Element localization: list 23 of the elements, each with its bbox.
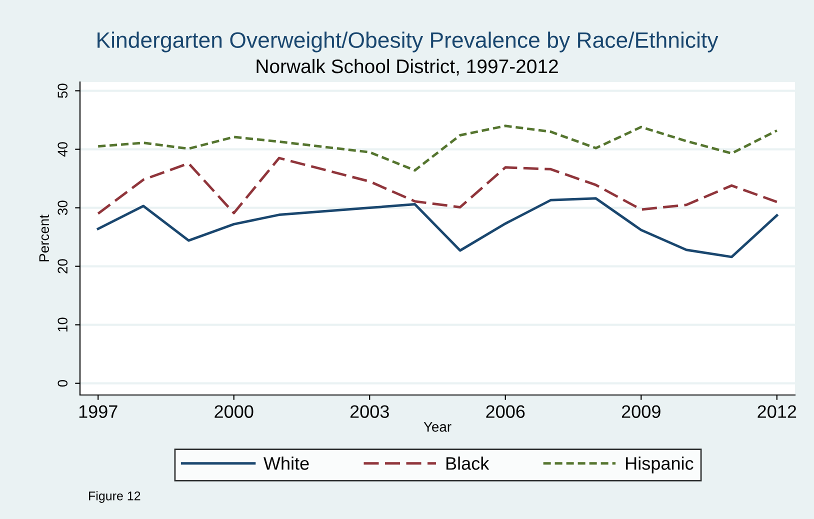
- legend-label: Hispanic: [626, 456, 694, 474]
- x-tick-label: 2006: [486, 405, 525, 418]
- x-axis-title: Year: [424, 422, 452, 432]
- x-tick-label: 2000: [214, 405, 254, 418]
- y-tick-label: 30: [58, 200, 68, 215]
- y-tick-label: 20: [58, 259, 68, 274]
- caption: Figure 12: [89, 491, 140, 503]
- line-series: [96, 156, 778, 215]
- legend-label: Black: [446, 456, 490, 470]
- y-tick-label: 10: [58, 318, 68, 332]
- y-tick-label: 50: [58, 84, 68, 98]
- x-tick-label: 2012: [758, 405, 796, 418]
- y-tick-label: 40: [58, 142, 68, 157]
- chart-subtitle: Norwalk School District, 1997-2012: [256, 58, 558, 76]
- chart-title: Kindergarten Overweight/Obesity Prevalence by Race/Ethnicity: [98, 32, 718, 52]
- x-tick-label: 2009: [622, 405, 660, 418]
- y-axis-title: Percent: [39, 214, 50, 262]
- x-tick-label: 1997: [79, 405, 118, 418]
- y-tick-label: 0: [58, 380, 68, 387]
- line-series: [96, 197, 778, 258]
- line-series: [96, 124, 778, 172]
- x-tick-label: 2003: [350, 405, 389, 418]
- legend-label: White: [264, 456, 309, 470]
